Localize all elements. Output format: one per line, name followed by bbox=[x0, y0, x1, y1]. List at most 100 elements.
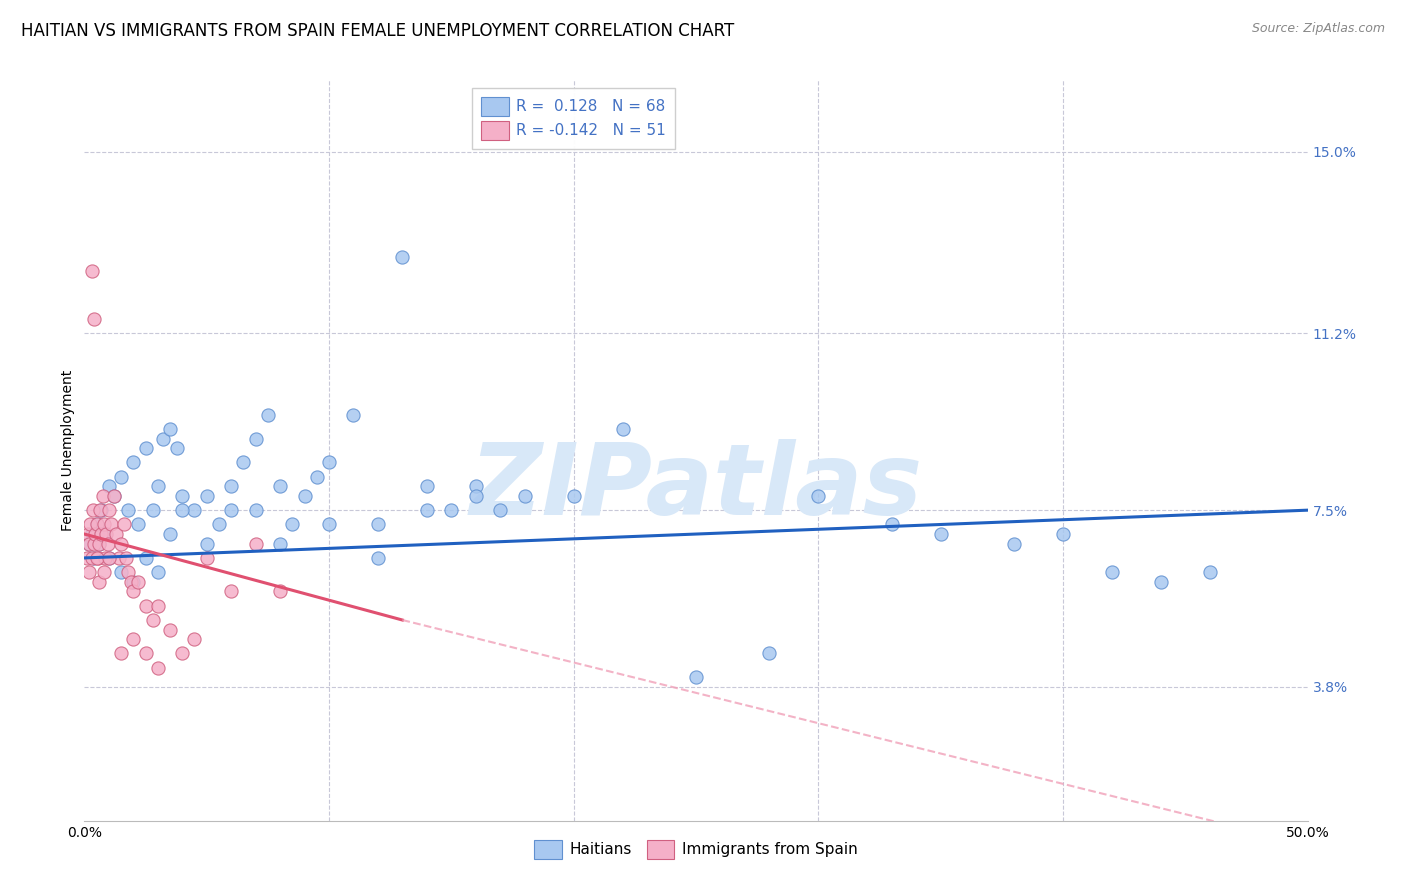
Point bbox=[77, 536, 100, 550]
Point bbox=[342, 408, 364, 422]
Point bbox=[105, 527, 128, 541]
Point bbox=[416, 479, 439, 493]
Point bbox=[257, 408, 280, 422]
Point bbox=[245, 432, 267, 446]
Point bbox=[464, 489, 486, 503]
Point bbox=[1150, 574, 1173, 589]
Point bbox=[183, 503, 205, 517]
Point bbox=[77, 536, 100, 550]
Point bbox=[83, 550, 105, 565]
Point bbox=[94, 550, 117, 565]
Point bbox=[110, 536, 132, 550]
Point bbox=[117, 566, 139, 580]
Point bbox=[146, 566, 169, 580]
Point bbox=[86, 517, 108, 532]
Point bbox=[219, 503, 242, 517]
Point bbox=[135, 599, 157, 613]
Point bbox=[93, 517, 115, 532]
Point bbox=[87, 536, 110, 550]
Point bbox=[159, 422, 181, 436]
Point bbox=[122, 574, 145, 589]
Point bbox=[91, 489, 114, 503]
Point bbox=[110, 469, 132, 483]
Point bbox=[440, 503, 463, 517]
Point bbox=[142, 503, 165, 517]
Point bbox=[219, 479, 242, 493]
Text: HAITIAN VS IMMIGRANTS FROM SPAIN FEMALE UNEMPLOYMENT CORRELATION CHART: HAITIAN VS IMMIGRANTS FROM SPAIN FEMALE … bbox=[21, 22, 734, 40]
Point bbox=[87, 574, 110, 589]
Point bbox=[294, 489, 316, 503]
Point bbox=[127, 517, 149, 532]
Point bbox=[172, 647, 194, 661]
Point bbox=[367, 517, 389, 532]
Point bbox=[152, 432, 174, 446]
Point bbox=[122, 455, 145, 469]
Point bbox=[86, 550, 108, 565]
Point bbox=[1052, 527, 1074, 541]
Point bbox=[1002, 536, 1025, 550]
Point bbox=[112, 517, 135, 532]
Point bbox=[110, 566, 132, 580]
Point bbox=[281, 517, 304, 532]
Point bbox=[562, 489, 585, 503]
Point bbox=[142, 613, 165, 627]
Point bbox=[1101, 566, 1123, 580]
Point bbox=[120, 574, 142, 589]
Point bbox=[96, 527, 118, 541]
Point bbox=[195, 489, 218, 503]
Point bbox=[117, 503, 139, 517]
Point bbox=[159, 527, 181, 541]
Point bbox=[77, 566, 100, 580]
Point bbox=[79, 517, 101, 532]
Point bbox=[513, 489, 536, 503]
Point bbox=[122, 632, 145, 647]
Point bbox=[269, 584, 291, 599]
Point bbox=[97, 503, 120, 517]
Point bbox=[135, 647, 157, 661]
Point bbox=[232, 455, 254, 469]
Point bbox=[305, 469, 328, 483]
Point bbox=[219, 584, 242, 599]
Point bbox=[80, 264, 103, 278]
Point bbox=[135, 441, 157, 455]
Point bbox=[489, 503, 512, 517]
Point bbox=[127, 574, 149, 589]
Point bbox=[146, 599, 169, 613]
Point bbox=[89, 503, 111, 517]
Point bbox=[100, 517, 122, 532]
Point bbox=[87, 536, 110, 550]
Point bbox=[1198, 566, 1220, 580]
Point bbox=[269, 479, 291, 493]
Point bbox=[146, 661, 169, 675]
Point bbox=[367, 550, 389, 565]
Point bbox=[269, 536, 291, 550]
Point bbox=[93, 527, 115, 541]
Point bbox=[880, 517, 903, 532]
Point bbox=[83, 312, 105, 326]
Point bbox=[758, 647, 780, 661]
Point bbox=[97, 550, 120, 565]
Point bbox=[80, 527, 103, 541]
Point bbox=[107, 550, 129, 565]
Point bbox=[103, 489, 125, 503]
Point bbox=[80, 550, 103, 565]
Point bbox=[245, 503, 267, 517]
Point bbox=[87, 550, 110, 565]
Point bbox=[103, 489, 125, 503]
Point bbox=[135, 550, 157, 565]
Point bbox=[929, 527, 952, 541]
Y-axis label: Female Unemployment: Female Unemployment bbox=[62, 370, 76, 531]
Point bbox=[97, 479, 120, 493]
Point bbox=[159, 623, 181, 637]
Point bbox=[86, 517, 108, 532]
Point bbox=[115, 550, 138, 565]
Point bbox=[318, 517, 340, 532]
Point bbox=[122, 584, 145, 599]
Text: Source: ZipAtlas.com: Source: ZipAtlas.com bbox=[1251, 22, 1385, 36]
Point bbox=[208, 517, 231, 532]
Point bbox=[172, 489, 194, 503]
Point bbox=[90, 503, 112, 517]
Point bbox=[391, 250, 413, 264]
Point bbox=[807, 489, 830, 503]
Point bbox=[82, 503, 104, 517]
